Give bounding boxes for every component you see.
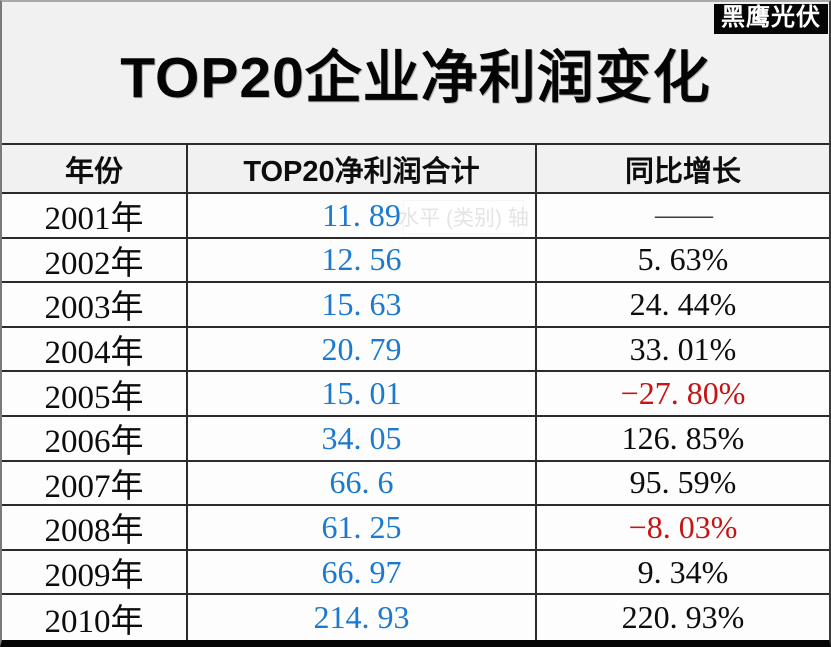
growth-cell: 33. 01% <box>535 327 829 371</box>
growth-cell: 9. 34% <box>535 550 829 594</box>
table-row: 2004年 20. 79 33. 01% <box>2 327 829 373</box>
growth-cell: −27. 80% <box>535 372 829 415</box>
year-cell: 2006年 <box>44 424 144 460</box>
table-row: 2007年 66. 6 95. 59% <box>2 461 829 507</box>
profit-cell: 66. 6 <box>186 461 535 505</box>
col-header-growth: 同比增长 <box>535 145 829 192</box>
growth-cell: 24. 44% <box>535 283 829 326</box>
profit-cell: 66. 97 <box>186 550 535 594</box>
table-row: 2005年 15. 01 −27. 80% <box>2 372 829 417</box>
col-header-year: 年份 <box>64 155 123 188</box>
profit-cell: 20. 79 <box>186 327 535 371</box>
profit-cell: 15. 01 <box>186 372 535 415</box>
year-cell: 2008年 <box>44 513 144 549</box>
table-row: 2006年 34. 05 126. 85% <box>2 416 829 462</box>
year-cell: 2005年 <box>44 379 144 415</box>
year-cell: 2001年 <box>44 201 144 237</box>
profit-cell: 34. 05 <box>186 416 535 460</box>
year-cell: 2004年 <box>44 335 144 371</box>
year-cell: 2002年 <box>44 245 144 282</box>
profit-table: 年份 TOP20净利润合计 同比增长 2001年 11. 89 —— 2002年 12.… <box>2 143 829 640</box>
profit-cell: 214. 93 <box>186 595 535 640</box>
growth-cell: −8. 03% <box>535 506 829 549</box>
brand-logo: 黑鹰光伏 <box>714 4 828 35</box>
table-row: 2001年 11. 89 —— <box>2 194 829 239</box>
year-cell: 2009年 <box>44 558 144 594</box>
title-area: TOP20企业净利润变化 <box>2 2 829 143</box>
col-header-profit: TOP20净利润合计 <box>186 145 535 192</box>
growth-cell: —— <box>535 194 829 237</box>
profit-cell: 61. 25 <box>186 506 535 549</box>
page-title: TOP20企业净利润变化 <box>120 45 711 110</box>
table-row: 2009年 66. 97 9. 34% <box>2 550 829 596</box>
table-row: 2003年 15. 63 24. 44% <box>2 283 829 328</box>
growth-cell: 5. 63% <box>535 238 829 282</box>
profit-cell: 11. 89 <box>186 194 535 237</box>
table-body: 2001年 11. 89 —— 2002年 12. 56 5. 63% 2003年 15. 6… <box>2 194 829 640</box>
growth-cell: 220. 93% <box>535 595 829 640</box>
growth-cell: 95. 59% <box>535 461 829 505</box>
table-row: 2010年 214. 93 220. 93% <box>2 595 829 640</box>
table-header-row: 年份 TOP20净利润合计 同比增长 <box>2 145 829 194</box>
profit-cell: 12. 56 <box>186 238 535 282</box>
profit-cell: 15. 63 <box>186 283 535 326</box>
year-cell: 2010年 <box>44 603 144 640</box>
table-row: 2002年 12. 56 5. 63% <box>2 238 829 284</box>
growth-cell: 126. 85% <box>535 416 829 460</box>
year-cell: 2007年 <box>44 468 144 505</box>
excel-axis-watermark: 水平 (类别) 轴 <box>398 200 529 234</box>
year-cell: 2003年 <box>44 290 144 326</box>
table-row: 2008年 61. 25 −8. 03% <box>2 506 829 551</box>
